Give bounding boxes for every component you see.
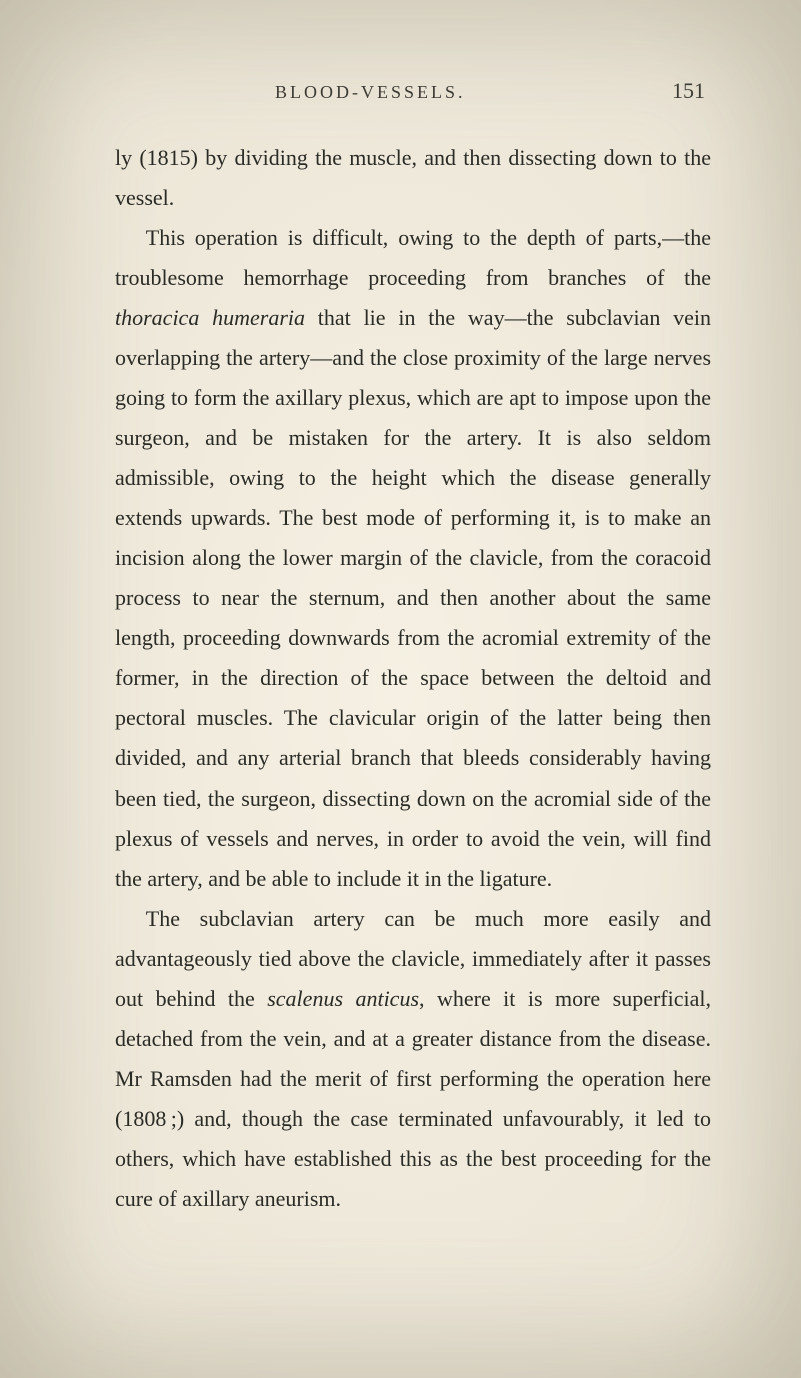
page-number: 151 xyxy=(672,78,705,104)
running-head: BLOOD-VESSELS. 151 xyxy=(115,78,711,104)
paragraph: ly (1815) by dividing the muscle, and th… xyxy=(115,138,711,218)
scanned-page: BLOOD-VESSELS. 151 ly (1815) by dividing… xyxy=(0,0,801,1378)
paragraph: This operation is difficult, owing to th… xyxy=(115,218,711,899)
body-text: ly (1815) by dividing the muscle, and th… xyxy=(115,138,711,1219)
paragraph: The subclavian artery can be much more e… xyxy=(115,899,711,1219)
running-title: BLOOD-VESSELS. xyxy=(275,82,466,103)
